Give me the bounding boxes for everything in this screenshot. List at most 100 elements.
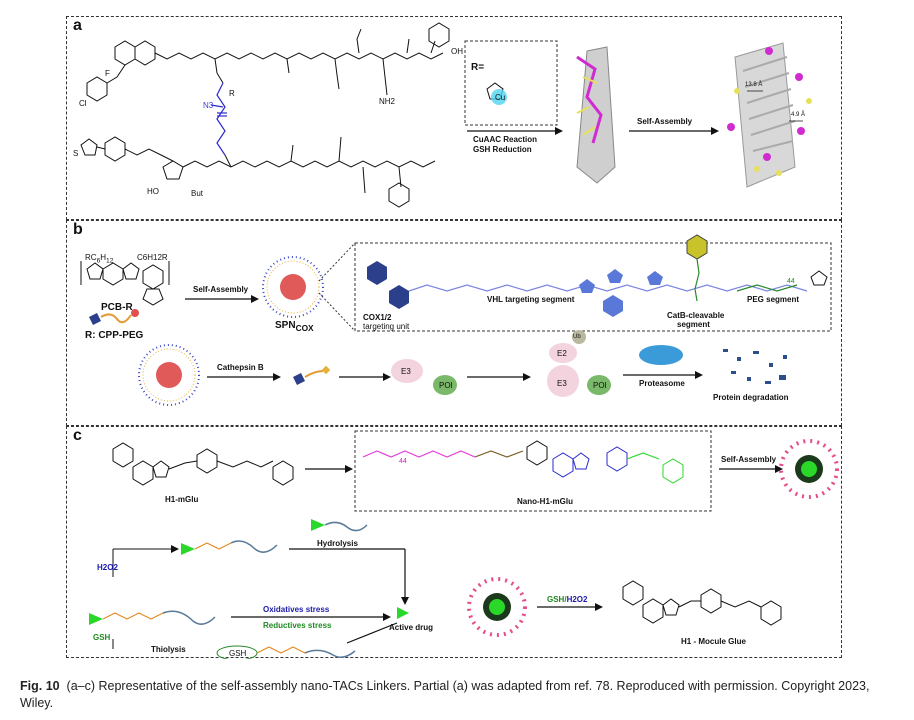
reductive-label: Reductives stress: [263, 621, 332, 630]
e3-ligase-icon: [391, 359, 423, 383]
h1-glue-structure: [622, 580, 782, 626]
cu-label: Cu: [495, 93, 506, 102]
aniline-ring: [86, 76, 108, 102]
nano-h1-label: Nano-H1-mGlu: [517, 497, 573, 506]
h1-mglu-structure: [112, 442, 294, 486]
panel-c: c: [66, 426, 842, 659]
panel-c-graphics: [89, 430, 839, 659]
spn-label: SPNCOX: [275, 320, 314, 333]
h2o2-label: H2O2: [97, 563, 118, 572]
micelle-1: [779, 439, 839, 499]
nano-h1-box: [354, 430, 712, 512]
atom-r: R: [229, 89, 235, 98]
upper-molecule: [86, 22, 450, 102]
linker-structure: [367, 234, 828, 317]
quinazoline-ring: [114, 40, 136, 66]
oxidative-label: Oxidatives stress: [263, 605, 330, 614]
panel-b-graphics: [80, 234, 832, 406]
beta-sheet-assembly: [727, 42, 812, 188]
ub-label: Ub: [573, 334, 581, 340]
poi-label-2: POI: [593, 381, 607, 390]
arrow1-bottom: GSH Reduction: [473, 145, 532, 154]
nano-h1-structure: [362, 440, 684, 484]
b-self-assembly: Self-Assembly: [193, 285, 249, 294]
peg-end-icon: [131, 309, 139, 317]
tyrosine-ring-2: [388, 182, 410, 208]
h1-mglu-label: H1-mGlu: [165, 495, 199, 504]
atom-cl: Cl: [79, 99, 87, 108]
proteasome-icon: [639, 345, 683, 365]
e2-icon: [549, 343, 577, 363]
pcb-polymer: [80, 261, 170, 306]
degradation-label: Protein degradation: [713, 393, 789, 402]
gsh-ellipse-label: GSH: [229, 649, 247, 658]
peg-n: 44: [787, 278, 795, 285]
arrow1-top: CuAAC Reaction: [473, 135, 538, 144]
active-drug-icon: [397, 607, 409, 619]
spn-nanoparticle: [262, 256, 324, 318]
figure-caption: Fig. 10 (a–c) Representative of the self…: [20, 678, 896, 712]
catb-label-2: segment: [677, 320, 710, 329]
gsh-label: GSH: [93, 633, 111, 642]
distance-1: 13.8 Å: [745, 82, 763, 88]
r-group-box: [464, 40, 558, 126]
e3-label-2: E3: [557, 379, 567, 388]
drug-triangle-start: [89, 613, 103, 625]
atom-n3: N3: [203, 101, 214, 110]
peg-label: PEG segment: [747, 295, 800, 304]
poi-label: POI: [439, 381, 453, 390]
arrow2-label: Self-Assembly: [637, 117, 693, 126]
single-beta-strand: [576, 46, 616, 184]
cathepsin-label: Cathepsin B: [217, 363, 264, 372]
atom-ho: HO: [147, 187, 159, 196]
atom-nh2: NH2: [379, 97, 396, 106]
hydroxyproline-ring: [162, 160, 184, 180]
atom-s: S: [73, 149, 79, 158]
panel-b: b: [66, 220, 842, 426]
figure-number: Fig. 10: [20, 679, 60, 693]
cox-label-2: targeting unit: [363, 322, 410, 331]
cox-pentagon-icon: [89, 313, 101, 325]
atom-oh: OH: [451, 47, 463, 56]
substituent-1: RC6H12: [85, 253, 114, 265]
blue-linker: [210, 82, 227, 156]
vhl-label: VHL targeting segment: [487, 295, 575, 304]
c-self-assembly: Self-Assembly: [721, 455, 777, 464]
degraded-fragments: [723, 349, 787, 384]
active-drug-label: Active drug: [389, 623, 434, 632]
ub-icon: [572, 330, 586, 344]
micelle-2: [467, 577, 527, 637]
thiolysis-label: Thiolysis: [151, 645, 186, 654]
panel-a: a: [66, 16, 842, 220]
panel-c-letter: c: [73, 427, 82, 444]
panel-a-structures: [80, 22, 812, 208]
lower-molecule: [80, 136, 436, 208]
spn-nanoparticle-2: [138, 344, 200, 406]
distance-2: 4.9 Å: [791, 112, 806, 118]
hydrolysis-label: Hydrolysis: [317, 539, 358, 548]
linker-detail-box: [354, 242, 832, 332]
r-equals: R=: [471, 62, 485, 73]
polymer-name: PCB-R: [101, 302, 133, 313]
e3-label: E3: [401, 367, 411, 376]
caption-text: (a–c) Representative of the self-assembl…: [20, 679, 870, 710]
atom-but: But: [191, 189, 204, 198]
tyrosine-ring: [428, 22, 450, 48]
drug-triangle-icon: [311, 519, 325, 531]
atom-f: F: [105, 69, 110, 78]
substituent-2: C6H12R: [137, 253, 168, 262]
thiazole-ring: [80, 138, 98, 156]
nano-peg-n: 44: [399, 458, 407, 465]
poi-icon: [433, 375, 457, 395]
copper-ion: [491, 89, 507, 105]
e2-label: E2: [557, 349, 567, 358]
proteasome-label: Proteasome: [639, 379, 685, 388]
e3-ligase-icon-2: [547, 365, 579, 397]
catb-label: CatB-cleavable: [667, 311, 725, 320]
panel-a-letter: a: [73, 17, 82, 34]
poi-icon-2: [587, 375, 611, 395]
r-definition: R: CPP-PEG: [85, 330, 144, 341]
panel-b-letter: b: [73, 221, 83, 238]
h1-glue-label: H1 - Mocule Glue: [681, 637, 746, 646]
cox-label: COX1/2: [363, 313, 392, 322]
